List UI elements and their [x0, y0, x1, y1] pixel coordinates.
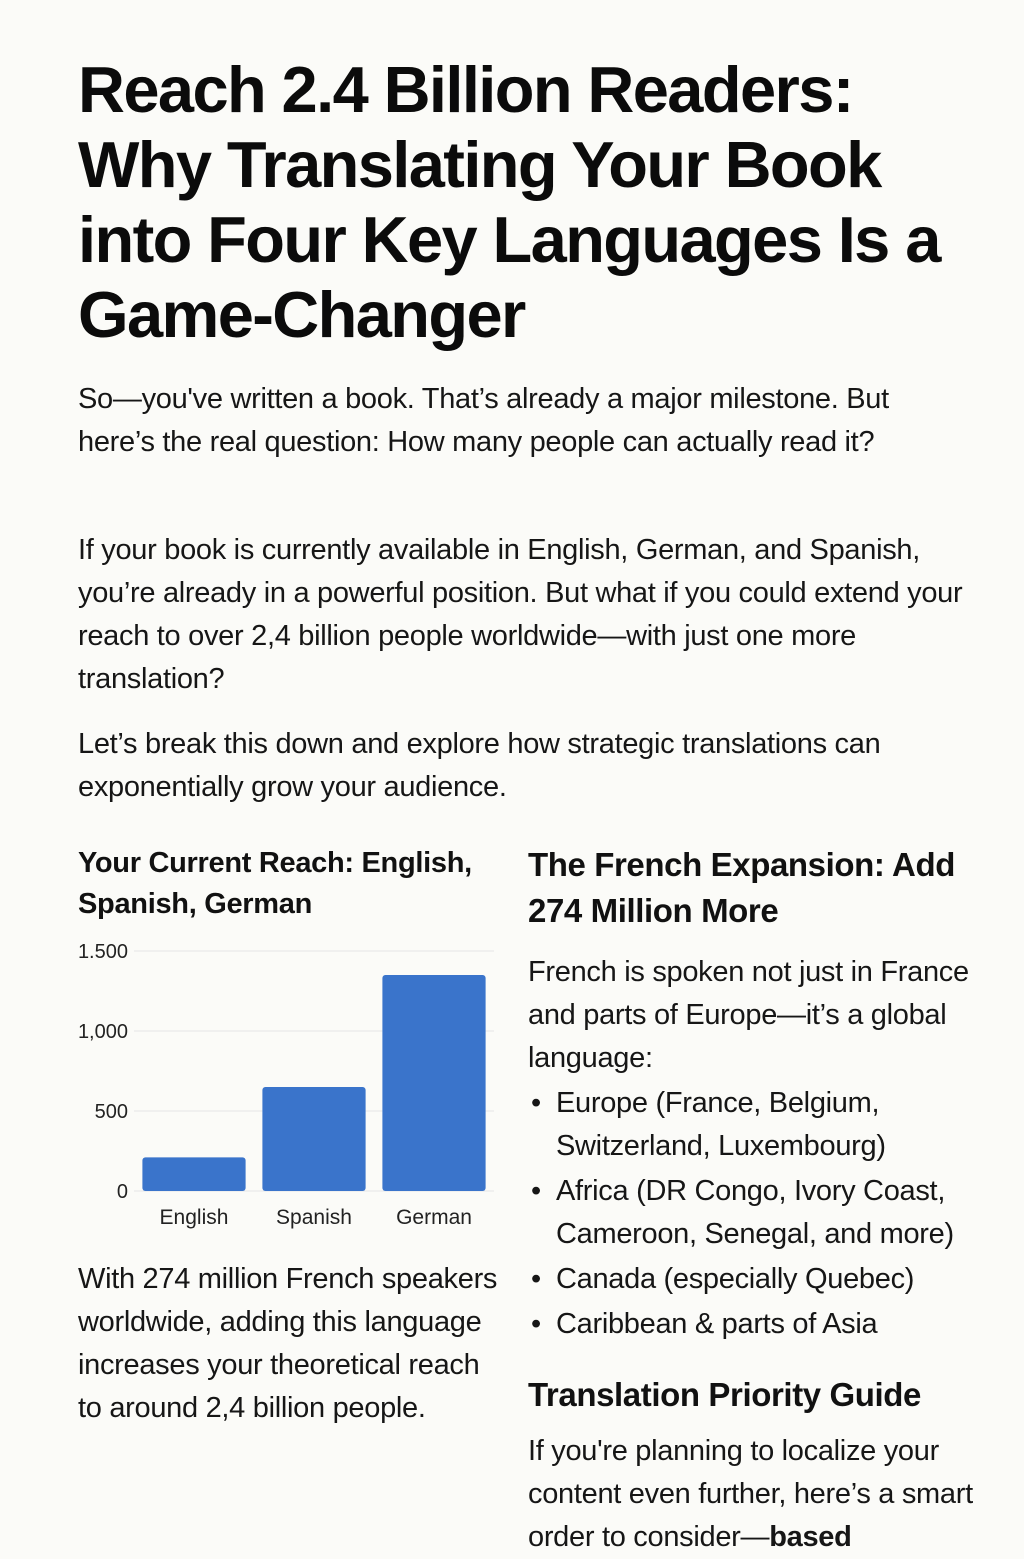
region-text: Africa (DR Congo, Ivory Coast, Cameroon,… — [556, 1175, 954, 1250]
region-text: Caribbean & parts of Asia — [556, 1308, 878, 1340]
x-tick-label: English — [160, 1206, 229, 1229]
x-tick-label: German — [396, 1206, 472, 1229]
french-reach-paragraph: With 274 million French speakers worldwi… — [78, 1263, 498, 1424]
bullet-icon: • — [531, 1087, 541, 1119]
y-tick-label: 0 — [117, 1181, 128, 1203]
french-expansion-heading: The French Expansion: Add 274 Million Mo… — [528, 846, 955, 929]
y-tick-label: 1.500 — [78, 941, 128, 963]
article-title: Reach 2.4 Billion Readers: Why Translati… — [78, 53, 941, 351]
bar-spanish — [262, 1087, 366, 1191]
intro-paragraph-3: Let’s break this down and explore how st… — [78, 728, 881, 803]
list-item: • Africa (DR Congo, Ivory Coast, Cameroon… — [528, 1170, 988, 1256]
french-expansion-section: The French Expansion: Add 274 Million Mo… — [528, 842, 988, 1559]
reach-bar-chart: 0 500 1,000 1.500 English Spanish German — [78, 941, 494, 1229]
priority-guide-heading: Translation Priority Guide — [528, 1376, 922, 1413]
bullet-icon: • — [531, 1308, 541, 1340]
list-item: • Europe (France, Belgium, Switzerland, L… — [528, 1082, 988, 1168]
y-tick-label: 500 — [95, 1101, 128, 1123]
x-tick-label: Spanish — [276, 1206, 352, 1229]
bullet-icon: • — [531, 1175, 541, 1207]
bar-german — [382, 975, 486, 1191]
intro-paragraph-1: So—you've written a book. That’s already… — [78, 383, 889, 458]
y-tick-label: 1,000 — [78, 1021, 128, 1043]
priority-body-bold: based — [769, 1521, 852, 1553]
intro-paragraph-2: If your book is currently available in E… — [78, 534, 963, 695]
region-text: Europe (France, Belgium, Switzerland, Lu… — [556, 1087, 886, 1162]
region-text: Canada (especially Quebec) — [556, 1263, 915, 1295]
list-item: • Caribbean & parts of Asia — [528, 1303, 988, 1346]
priority-body-text: If you're planning to localize your cont… — [528, 1435, 973, 1553]
french-regions-list: • Europe (France, Belgium, Switzerland, L… — [528, 1082, 988, 1346]
bar-english — [142, 1157, 246, 1191]
current-reach-section: Your Current Reach: English, Spanish, Ge… — [78, 843, 498, 1229]
chart-heading: Your Current Reach: English, Spanish, Ge… — [78, 847, 472, 920]
french-body-text: French is spoken not just in France and … — [528, 956, 969, 1074]
priority-guide-body: If you're planning to localize your cont… — [528, 1430, 988, 1559]
bullet-icon: • — [531, 1263, 541, 1295]
list-item: • Canada (especially Quebec) — [528, 1258, 988, 1301]
